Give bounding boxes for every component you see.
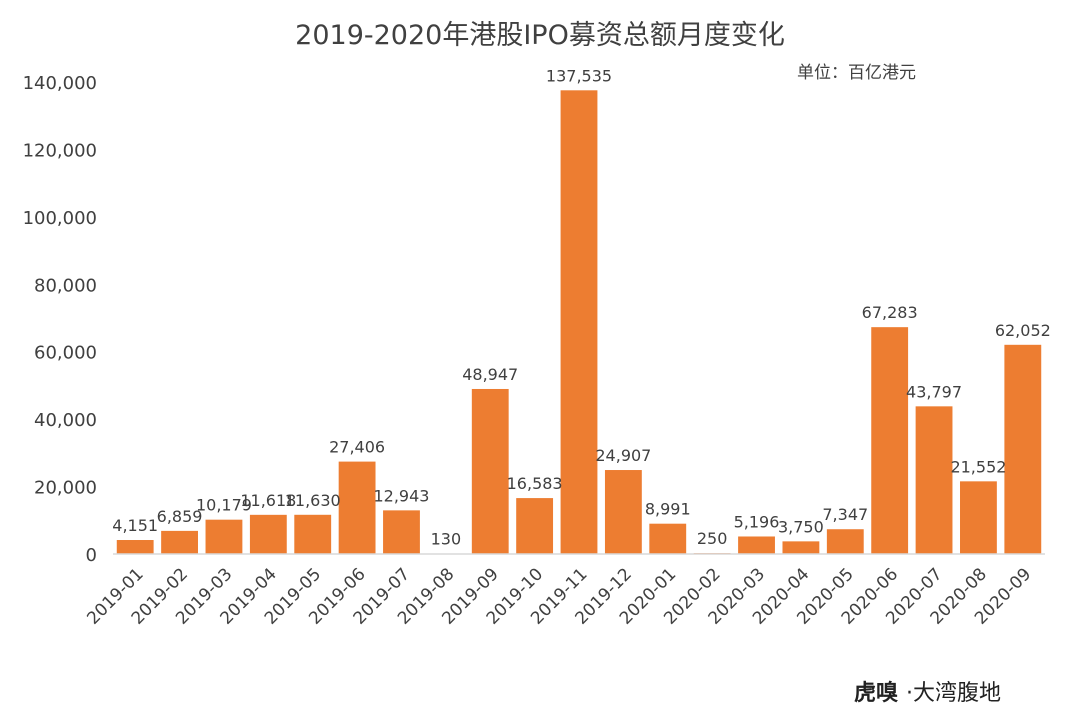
data-label: 4,151: [112, 516, 158, 535]
y-tick-label: 20,000: [34, 478, 97, 499]
data-label: 16,583: [507, 474, 563, 493]
y-tick-label: 140,000: [23, 73, 97, 94]
y-tick-label: 80,000: [34, 275, 97, 296]
data-label: 21,552: [950, 457, 1006, 476]
data-label: 24,907: [595, 446, 651, 465]
bar: [516, 498, 554, 554]
data-label: 27,406: [329, 438, 385, 457]
data-label: 137,535: [546, 66, 612, 85]
bars: [116, 90, 1042, 554]
bar: [383, 510, 420, 554]
data-label: 11,630: [285, 491, 341, 510]
bar: [604, 470, 642, 554]
bar: [560, 90, 598, 554]
bar: [782, 541, 820, 554]
data-label: 3,750: [778, 517, 824, 536]
data-label: 12,943: [373, 486, 429, 505]
bar: [960, 481, 997, 554]
chart-title: 2019-2020年港股IPO募资总额月度变化: [295, 20, 785, 51]
y-axis: 0 20,000 40,000 60,000 80,000 100,000 120,000 1…: [23, 73, 97, 566]
bar: [915, 406, 953, 554]
data-label: 43,797: [906, 382, 962, 401]
unit-label: 单位：百亿港元: [797, 63, 916, 83]
bar: [471, 388, 509, 554]
data-label: 250: [697, 529, 728, 548]
y-tick-label: 100,000: [23, 208, 97, 229]
bar: [1004, 344, 1042, 554]
data-label: 6,859: [157, 507, 203, 526]
data-label: 5,196: [734, 512, 780, 531]
bar: [249, 514, 287, 554]
data-label: 7,347: [822, 505, 868, 524]
bar: [871, 327, 909, 554]
bar: [826, 529, 864, 554]
y-tick-label: 40,000: [34, 410, 97, 431]
bar: [161, 530, 198, 554]
y-tick-label: 120,000: [23, 140, 97, 161]
x-axis: 2019-012019-022019-032019-042019-052019-…: [83, 564, 1035, 628]
bar: [738, 536, 775, 554]
bar: [205, 519, 243, 554]
data-label: 11,618: [240, 491, 296, 510]
bar: [116, 540, 154, 554]
data-label: 8,991: [645, 500, 691, 519]
y-tick-label: 0: [86, 545, 97, 566]
source-text: ·大湾腹地: [906, 681, 1001, 706]
y-tick-label: 60,000: [34, 343, 97, 364]
data-label: 67,283: [862, 303, 918, 322]
data-label: 62,052: [995, 321, 1051, 340]
logo-text: 虎嗅: [854, 680, 898, 706]
data-label: 48,947: [462, 365, 518, 384]
bar: [338, 461, 376, 554]
data-label: 10,179: [196, 496, 252, 515]
brand-logo: 虎嗅 ·大湾腹地: [854, 680, 1001, 706]
data-label: 130: [431, 530, 462, 549]
bar: [649, 523, 687, 554]
bar: [294, 514, 332, 554]
